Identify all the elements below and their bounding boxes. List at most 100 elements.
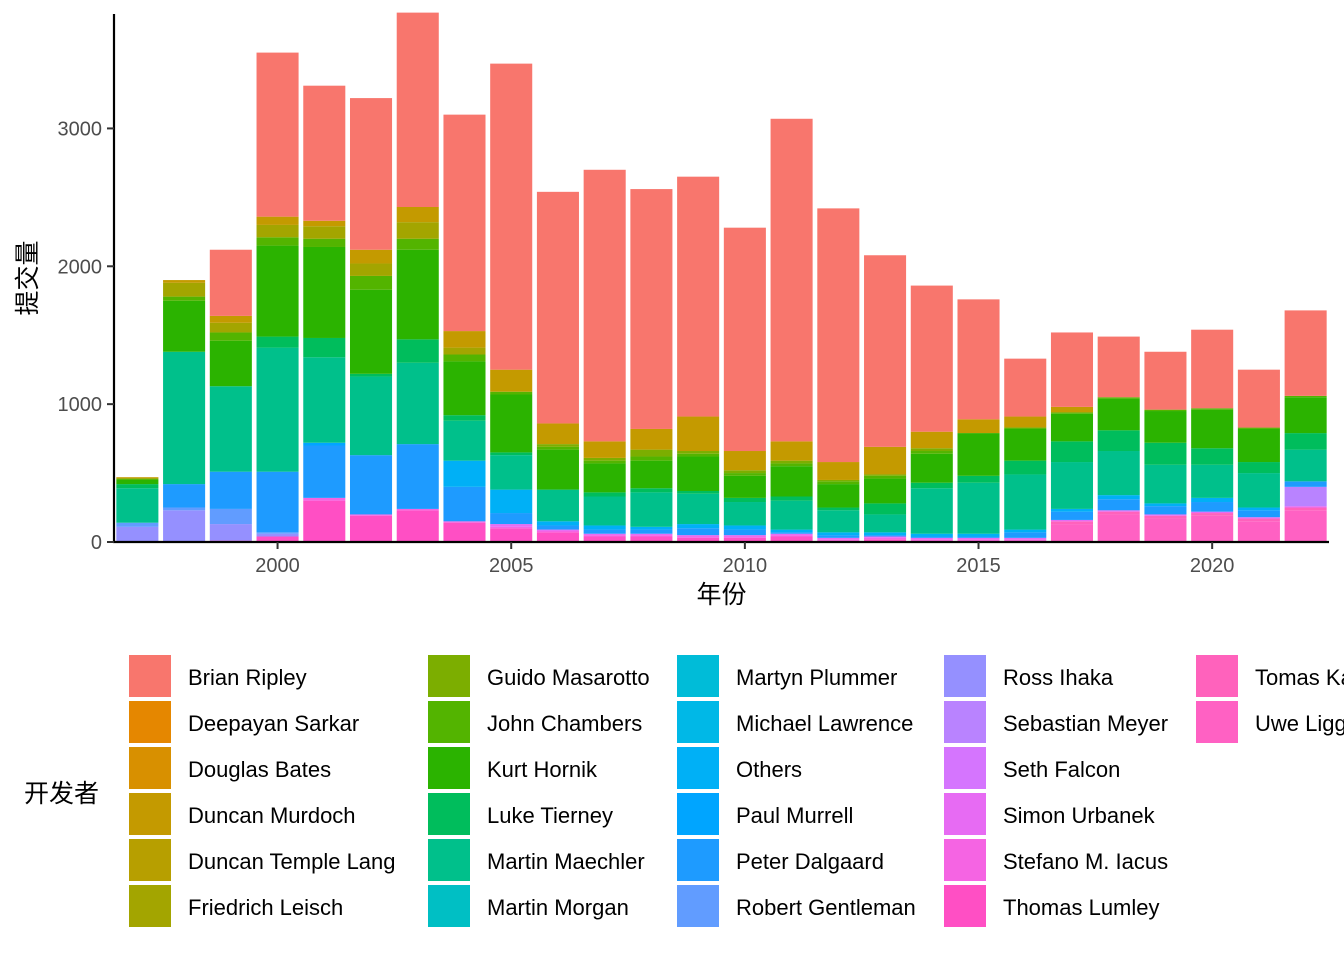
legend-key-ross-ihaka	[944, 655, 986, 697]
bar-segment-2017-luke-tierney	[1050, 441, 1094, 463]
bar-segment-2007-duncan-murdoch	[583, 441, 626, 458]
bar-segment-1999-martin-maechler	[209, 386, 252, 472]
bar-segment-2020-john-chambers	[1191, 408, 1234, 410]
bar-segment-2002-kurt-hornik	[349, 289, 393, 374]
bar-segment-2017-uwe-ligges	[1050, 524, 1094, 542]
bar-segment-1998-kurt-hornik	[163, 300, 206, 352]
bar-segment-2022-luke-tierney	[1284, 433, 1327, 450]
bar-segment-2014-kurt-hornik	[910, 453, 953, 483]
bar-segment-2017-duncan-murdoch	[1050, 406, 1094, 413]
legend-item-duncan-murdoch: Duncan Murdoch	[129, 793, 356, 835]
bar-segment-2016-others	[1004, 529, 1047, 533]
bar-segment-2004-friedrich-leisch	[443, 347, 486, 355]
bar-segment-2021-tomas-kalibera	[1237, 518, 1280, 522]
bar-segment-2018-kurt-hornik	[1097, 398, 1140, 431]
bar-segment-2020-kurt-hornik	[1191, 409, 1234, 449]
bar-segment-2009-guido-masarotto	[677, 451, 720, 454]
bar-segment-2022-martin-maechler	[1284, 449, 1327, 482]
bar-segment-2012-others	[817, 532, 860, 536]
bar-segment-2022-uwe-ligges	[1284, 510, 1327, 542]
bar-segment-1999-john-chambers	[209, 332, 252, 341]
bar-segment-2004-kurt-hornik	[443, 361, 486, 416]
bar-segment-2020-peter-dalgaard	[1191, 502, 1234, 512]
bar-segment-2010-guido-masarotto	[723, 470, 766, 474]
bar-segment-2007-luke-tierney	[583, 492, 626, 497]
bar-segment-2014-others	[910, 533, 953, 537]
legend-item-luke-tierney: Luke Tierney	[428, 793, 613, 835]
bar-segment-2008-stefano-m-iacus	[630, 535, 673, 537]
bar-segment-2002-peter-dalgaard	[349, 455, 393, 515]
bar-segment-2003-martin-maechler	[396, 362, 439, 445]
bar-segment-2020-others	[1191, 497, 1234, 503]
bar-segment-2009-thomas-lumley	[677, 537, 720, 542]
legend-key-luke-tierney	[428, 793, 470, 835]
legend-label-luke-tierney: Luke Tierney	[487, 803, 613, 828]
bar-segment-2000-robert-gentleman	[256, 532, 299, 534]
legend-item-douglas-bates: Douglas Bates	[129, 747, 331, 789]
bar-segment-2002-brian-ripley	[349, 98, 393, 250]
bar-segment-2019-others	[1144, 503, 1187, 507]
bar-segment-2007-stefano-m-iacus	[583, 535, 626, 537]
bar-segment-2003-john-chambers	[396, 238, 439, 250]
legend-label-peter-dalgaard: Peter Dalgaard	[736, 849, 884, 874]
bar-segment-2012-guido-masarotto	[817, 479, 860, 482]
bar-segment-2012-luke-tierney	[817, 507, 860, 511]
bar-segment-2000-peter-dalgaard	[256, 471, 299, 533]
bar-segment-2004-john-chambers	[443, 354, 486, 362]
bar-segment-2016-simon-urbanek	[1004, 537, 1047, 540]
bar-segment-2022-simon-urbanek	[1284, 506, 1327, 508]
bar-segment-2011-brian-ripley	[770, 118, 813, 442]
bar-segment-2014-martin-maechler	[910, 488, 953, 534]
y-axis-title: 提交量	[13, 240, 42, 315]
bar-segment-2009-duncan-murdoch	[677, 416, 720, 452]
bar-segment-2010-peter-dalgaard	[723, 529, 766, 536]
bar-segment-2006-simon-urbanek	[536, 529, 579, 531]
bar-segment-2013-duncan-murdoch	[864, 446, 907, 475]
bar-segment-2004-brian-ripley	[443, 114, 486, 332]
legend-label-sebastian-meyer: Sebastian Meyer	[1003, 711, 1168, 736]
bar-segment-2001-paul-murrell	[303, 442, 346, 446]
bar-segment-2014-stefano-m-iacus	[910, 539, 953, 541]
bar-segment-2010-thomas-lumley	[723, 537, 766, 542]
bar-segment-2004-thomas-lumley	[443, 522, 486, 542]
bar-segment-1998-john-chambers	[163, 296, 206, 301]
x-axis-ticks: 2000 2005 2010 2015 2020	[255, 542, 1234, 577]
bar-segment-2015-kurt-hornik	[957, 433, 1000, 476]
legend-label-brian-ripley: Brian Ripley	[188, 665, 307, 690]
bar-segment-2013-brian-ripley	[864, 255, 907, 447]
bar-segment-2001-thomas-lumley	[303, 500, 346, 542]
legend-item-friedrich-leisch: Friedrich Leisch	[129, 885, 343, 927]
bar-segment-2002-luke-tierney	[349, 373, 393, 377]
bar-segment-1998-robert-gentleman	[163, 507, 206, 511]
bar-segment-2022-peter-dalgaard	[1284, 481, 1327, 487]
legend-key-deepayan-sarkar	[129, 701, 171, 743]
bar-segment-2019-uwe-ligges	[1144, 518, 1187, 542]
bar-segment-2012-kurt-hornik	[817, 484, 860, 508]
bar-segment-2014-duncan-murdoch	[910, 431, 953, 449]
bar-segment-1997-duncan-murdoch	[116, 477, 159, 479]
bar-segment-2014-brian-ripley	[910, 285, 953, 432]
bar-segment-2009-brian-ripley	[677, 176, 720, 417]
bar-segment-2016-martin-maechler	[1004, 474, 1047, 530]
x-tick-label-2020: 2020	[1190, 555, 1235, 577]
bar-segment-2006-duncan-murdoch	[536, 423, 579, 445]
bar-segment-2005-duncan-murdoch	[490, 369, 533, 392]
x-tick-label-2010: 2010	[723, 555, 768, 577]
bar-segment-2000-friedrich-leisch	[256, 224, 299, 238]
bar-segment-2002-martin-maechler	[349, 376, 393, 456]
bar-segment-2006-john-chambers	[536, 446, 579, 450]
legend-label-friedrich-leisch: Friedrich Leisch	[188, 895, 343, 920]
bar-segment-2017-simon-urbanek	[1050, 519, 1094, 522]
bar-segment-2007-kurt-hornik	[583, 463, 626, 493]
bar-segment-2019-john-chambers	[1144, 409, 1187, 412]
bar-segment-2016-peter-dalgaard	[1004, 532, 1047, 538]
bar-segment-2001-peter-dalgaard	[303, 445, 346, 498]
bar-segment-2013-martin-maechler	[864, 514, 907, 533]
legend-key-tomas-kalibera	[1196, 655, 1238, 697]
x-tick-label-2015: 2015	[956, 555, 1001, 577]
bar-segment-2019-luke-tierney	[1144, 442, 1187, 465]
bar-segment-2009-luke-tierney	[677, 490, 720, 494]
bar-segment-2019-peter-dalgaard	[1144, 506, 1187, 515]
legend-key-brian-ripley	[129, 655, 171, 697]
